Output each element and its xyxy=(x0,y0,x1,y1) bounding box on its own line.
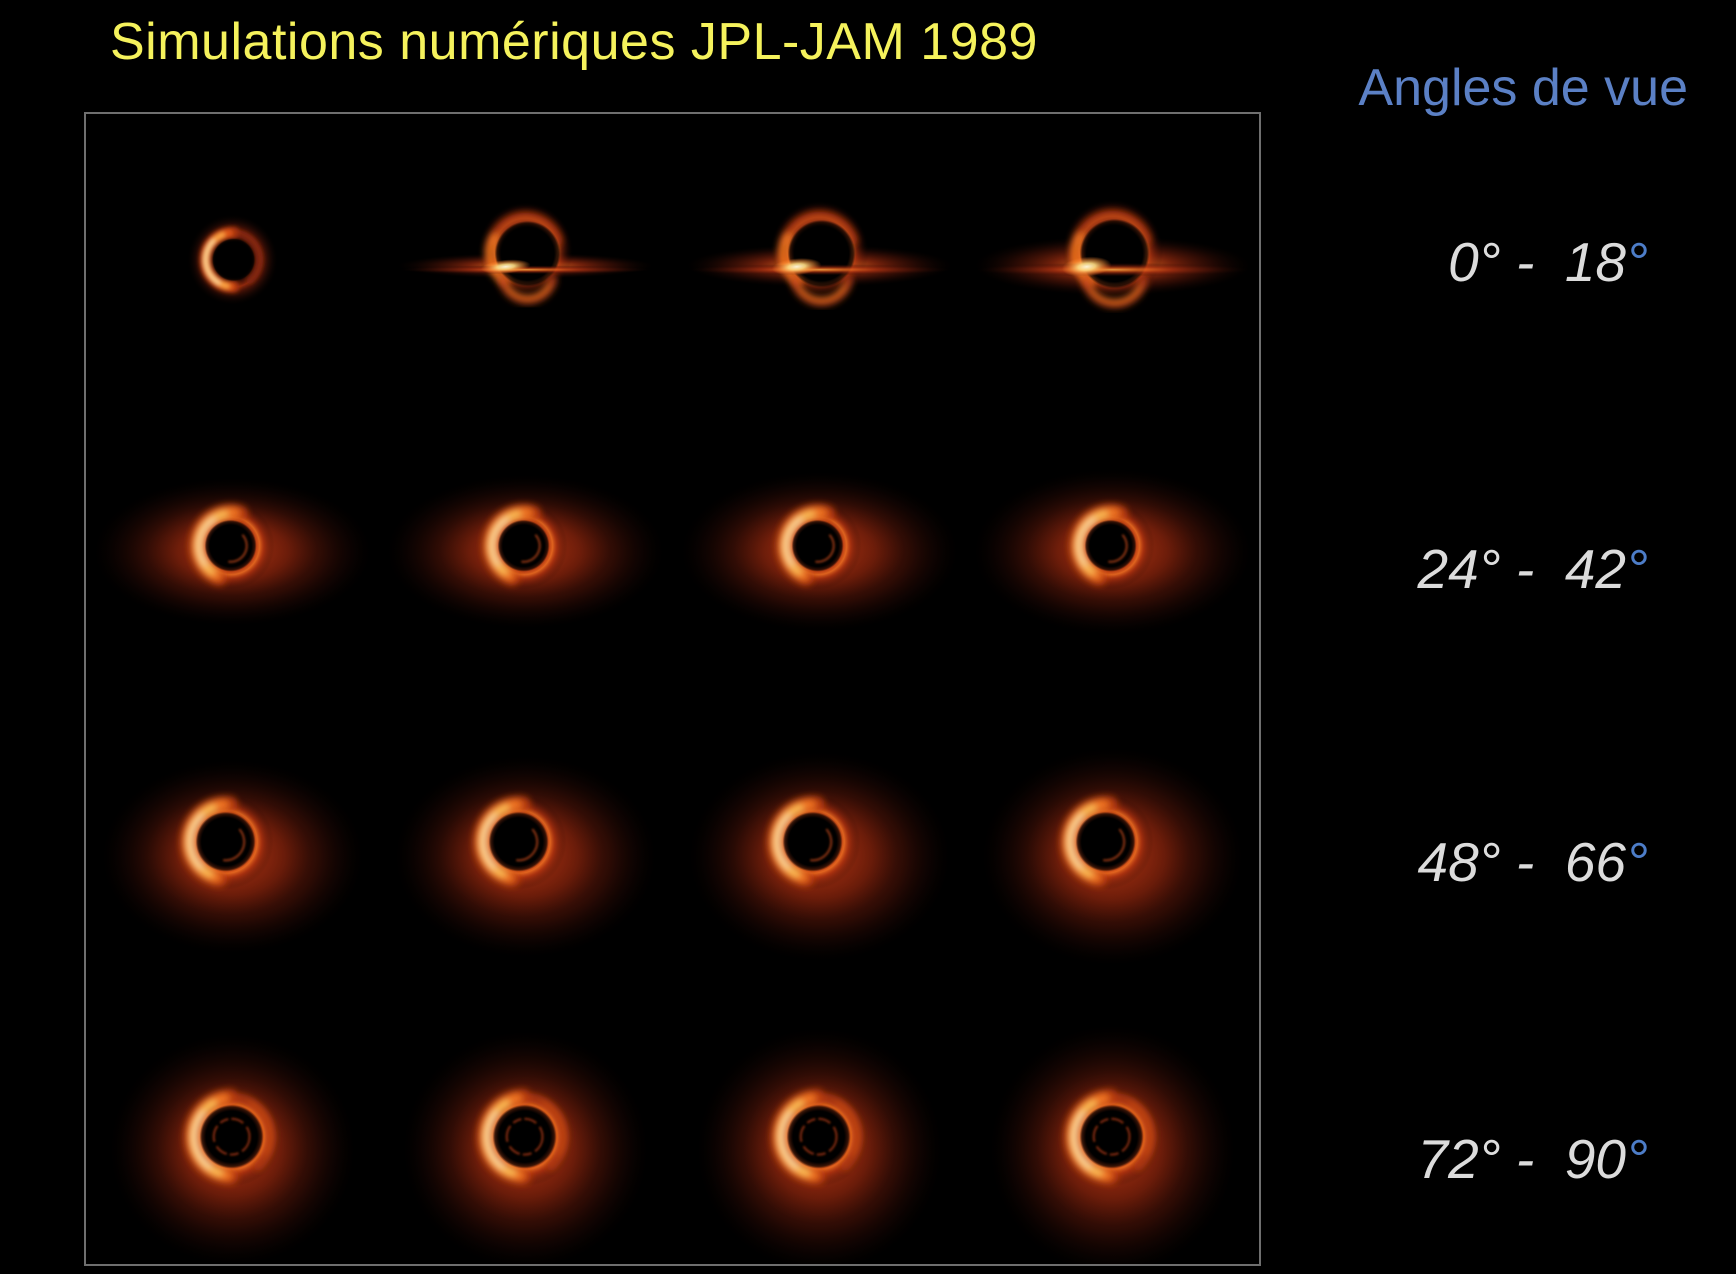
blackhole-simulation-frame xyxy=(966,977,1259,1264)
degree-sign: ° xyxy=(1626,538,1648,600)
simulation-grid xyxy=(86,114,1259,1264)
angle-range-label: 24° - 42° xyxy=(1417,537,1648,601)
blackhole-simulation-frame xyxy=(966,402,1259,690)
blackhole-rendering xyxy=(403,1030,649,1264)
blackhole-rendering xyxy=(989,1024,1236,1264)
angle-range-text: 48° - 66 xyxy=(1417,831,1626,893)
blackhole-rendering xyxy=(395,755,657,958)
angle-range-text: 0° - 18 xyxy=(1448,231,1626,293)
blackhole-simulation-frame xyxy=(673,977,966,1264)
angle-range-text: 72° - 90 xyxy=(1417,1128,1626,1190)
degree-sign: ° xyxy=(1626,831,1648,893)
blackhole-simulation-frame xyxy=(966,689,1259,977)
blackhole-rendering xyxy=(398,201,654,305)
angle-range-label: 72° - 90° xyxy=(1417,1127,1648,1191)
blackhole-simulation-frame xyxy=(379,977,672,1264)
blackhole-rendering xyxy=(387,474,665,629)
simulation-montage-panel xyxy=(84,112,1261,1266)
blackhole-simulation-frame xyxy=(966,114,1259,402)
blackhole-rendering xyxy=(696,1027,942,1264)
blackhole-rendering xyxy=(93,477,372,626)
blackhole-rendering xyxy=(109,1033,356,1264)
angle-range-label: 0° - 18° xyxy=(1448,230,1648,294)
blackhole-simulation-frame xyxy=(379,114,672,402)
angle-range-label: 48° - 66° xyxy=(1417,830,1648,894)
blackhole-rendering xyxy=(680,471,958,632)
viewing-angles-heading: Angles de vue xyxy=(1358,59,1688,117)
blackhole-simulation-frame xyxy=(86,402,379,690)
blackhole-simulation-frame xyxy=(86,114,379,402)
blackhole-rendering xyxy=(974,198,1251,309)
blackhole-simulation-frame xyxy=(379,689,672,977)
slide-title: Simulations numériques JPL-JAM 1989 xyxy=(110,13,1038,71)
angle-range-text: 24° - 42 xyxy=(1417,538,1626,600)
blackhole-simulation-frame xyxy=(379,402,672,690)
blackhole-simulation-frame xyxy=(86,977,379,1264)
blackhole-rendering xyxy=(973,468,1252,635)
blackhole-rendering xyxy=(686,200,952,307)
blackhole-rendering xyxy=(981,747,1244,966)
blackhole-rendering xyxy=(101,759,364,954)
blackhole-rendering xyxy=(186,213,279,306)
blackhole-rendering xyxy=(688,751,950,962)
degree-sign: ° xyxy=(1626,231,1648,293)
blackhole-simulation-frame xyxy=(673,114,966,402)
blackhole-simulation-frame xyxy=(673,689,966,977)
degree-sign: ° xyxy=(1626,1128,1648,1190)
blackhole-simulation-frame xyxy=(673,402,966,690)
blackhole-simulation-frame xyxy=(86,689,379,977)
